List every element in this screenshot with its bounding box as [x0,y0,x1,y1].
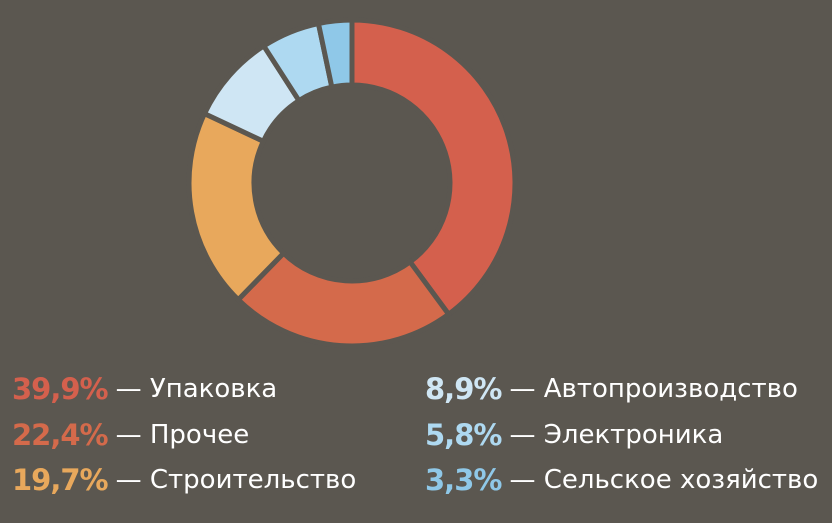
legend-item: 19,7% — Строительство [12,463,356,497]
legend-separator: — [115,465,142,495]
legend-label: Автопроизводство [543,374,798,404]
legend-percent: 39,9% [12,372,109,406]
legend-label: Электроника [543,420,724,450]
legend-item: 22,4% — Прочее [12,418,249,452]
legend-percent: 22,4% [12,418,109,452]
legend-item: 3,3% — Сельское хозяйство [425,463,818,497]
legend-separator: — [115,420,142,450]
legend-separator: — [509,420,536,450]
legend-percent: 19,7% [12,463,109,497]
legend-label: Упаковка [149,374,278,404]
legend-label: Строительство [149,465,357,495]
donut-slice-1 [234,249,453,349]
legend-percent: 8,9% [425,372,502,406]
legend-percent: 5,8% [425,418,502,452]
legend-separator: — [509,374,536,404]
legend-item: 5,8% — Электроника [425,418,723,452]
donut-slice-0 [349,17,518,318]
legend-item: 8,9% — Автопроизводство [425,372,798,406]
legend-label: Сельское хозяйство [543,465,819,495]
legend-separator: — [115,374,142,404]
legend-label: Прочее [149,420,250,450]
donut-slice-5 [315,17,355,91]
legend-separator: — [509,465,536,495]
legend-item: 39,9% — Упаковка [12,372,277,406]
legend-percent: 3,3% [425,463,502,497]
